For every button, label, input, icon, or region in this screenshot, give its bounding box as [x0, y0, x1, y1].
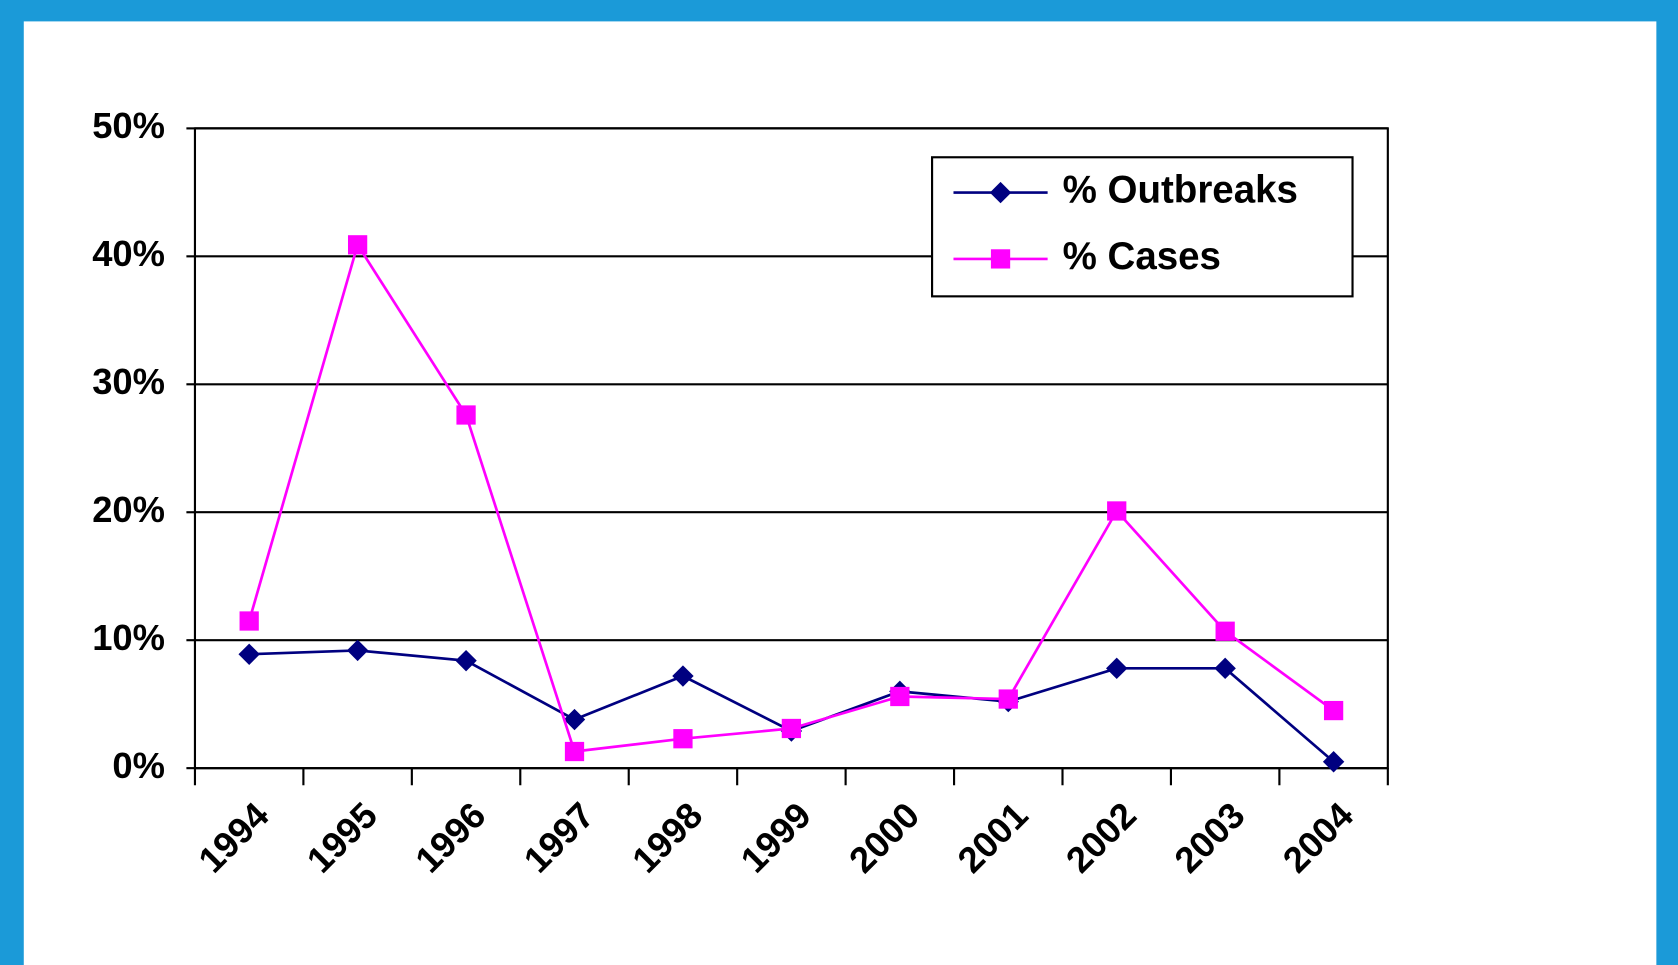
data-point [238, 643, 260, 665]
y-tick-label: 0% [112, 745, 165, 786]
legend-label: % Outbreaks [1063, 169, 1298, 212]
y-tick-label: 10% [92, 617, 165, 658]
data-point [563, 708, 586, 731]
data-point [1322, 751, 1345, 773]
data-point [673, 729, 693, 749]
legend-marker [989, 181, 1012, 204]
data-point [347, 235, 368, 255]
panel [23, 21, 1657, 965]
data-point [564, 741, 585, 762]
data-point [1106, 657, 1128, 680]
data-point [998, 689, 1018, 709]
data-point [890, 686, 910, 707]
y-tick-label: 20% [92, 489, 165, 530]
legend-label: % Cases [1063, 235, 1221, 278]
data-point [1323, 700, 1344, 721]
plot-frame [193, 127, 1389, 770]
data-point [456, 405, 476, 425]
data-point [346, 639, 369, 662]
data-point [1214, 657, 1236, 680]
y-tick-label: 30% [92, 361, 165, 402]
data-point [1107, 501, 1127, 521]
y-tick-label: 40% [92, 233, 165, 274]
legend-marker [990, 249, 1011, 269]
data-point [672, 665, 694, 687]
data-point [239, 611, 259, 631]
data-point [781, 718, 802, 739]
data-point [1215, 621, 1235, 641]
y-tick-label: 50% [92, 105, 165, 146]
legend-box [931, 156, 1354, 298]
